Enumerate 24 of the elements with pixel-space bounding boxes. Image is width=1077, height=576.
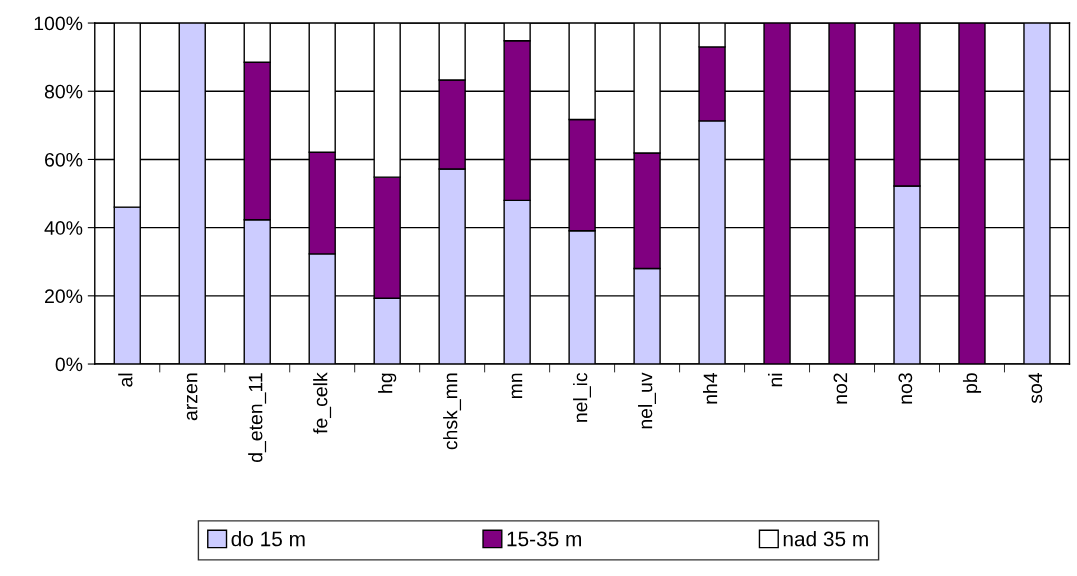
- x-tick-label: d_eten_11: [248, 373, 267, 463]
- x-tick-label: nh4: [703, 372, 718, 404]
- x-tick-label: chsk_mn: [443, 373, 462, 450]
- x-tick-label: fe_celk: [313, 372, 332, 434]
- x-tick-label: so4: [1028, 372, 1043, 404]
- x-tick-label: ni: [767, 373, 783, 387]
- y-tick-label: 100%: [34, 16, 83, 31]
- x-tick-label: nel_uv: [638, 372, 656, 429]
- y-tick-label: 80%: [44, 84, 83, 99]
- x-tick-label: no3: [898, 373, 913, 404]
- y-tick-label: 40%: [44, 221, 83, 235]
- legend-label: 15-35 m: [507, 531, 582, 547]
- x-tick-label: pb: [962, 373, 982, 393]
- x-tick-label: nel_ic: [573, 372, 592, 422]
- y-tick-label: 0%: [55, 357, 83, 372]
- x-tick-label: hg: [378, 373, 397, 393]
- y-tick-label: 60%: [45, 152, 83, 167]
- legend-label: do 15 m: [231, 531, 305, 547]
- y-tick-label: 20%: [45, 289, 83, 304]
- x-tick-label: arzen: [186, 373, 198, 421]
- x-tick-label: al: [118, 373, 133, 387]
- legend-label: nad 35 m: [783, 531, 868, 547]
- x-tick-label: no2: [833, 373, 848, 404]
- x-tick-label: mn: [511, 373, 523, 399]
